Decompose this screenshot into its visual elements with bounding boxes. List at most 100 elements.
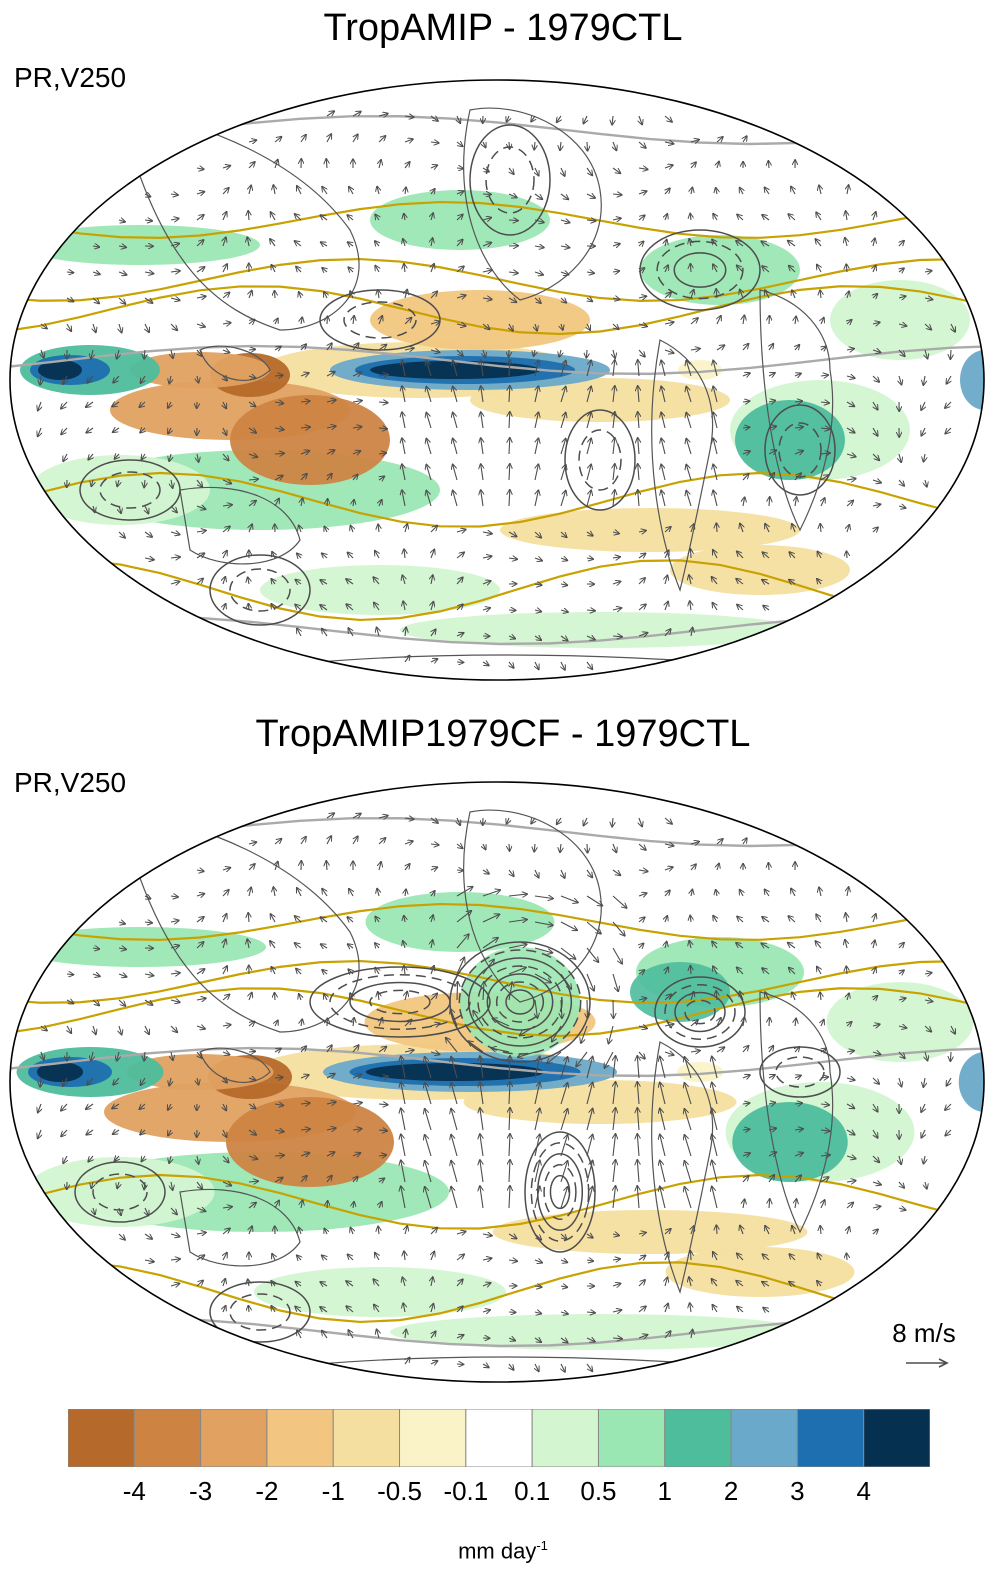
wind-vector [118, 999, 125, 1006]
wind-vector [431, 213, 433, 221]
wind-vector [762, 917, 770, 923]
wind-vector [691, 188, 692, 195]
wind-vector [274, 476, 283, 480]
wind-vector [769, 1018, 770, 1027]
wind-vector [742, 1153, 750, 1156]
wind-vector [295, 214, 302, 221]
wind-vector [322, 268, 327, 272]
wind-vector [820, 992, 821, 1001]
wind-vector [873, 914, 876, 923]
wind-vector [297, 888, 301, 897]
wind-vector [482, 1258, 492, 1260]
wind-vector [765, 524, 769, 533]
wind-vector [638, 464, 639, 481]
colorbar-tick-label: 0.1 [514, 1476, 551, 1506]
wind-vector [788, 241, 796, 247]
wind-vector [405, 864, 410, 871]
wind-vector [534, 973, 551, 983]
wind-vector [737, 266, 744, 273]
wind-vector [67, 323, 71, 331]
reference-vector: 8 m/s [884, 1318, 964, 1368]
wind-vector [348, 969, 353, 974]
wind-vector [847, 887, 849, 897]
wind-vector [66, 272, 73, 273]
wind-vector [295, 605, 302, 611]
wind-vector [295, 943, 302, 948]
wind-vector [223, 264, 227, 273]
wind-vector [197, 1077, 199, 1085]
wind-vector [690, 318, 698, 325]
wind-vector [353, 134, 358, 143]
wind-vector [817, 1281, 821, 1286]
wind-vector [403, 239, 405, 247]
wind-vector [169, 1155, 171, 1163]
wind-vector [509, 1160, 510, 1183]
wind-vector [743, 497, 745, 507]
streamfunction-contour [229, 1293, 291, 1331]
wind-vector [223, 1129, 227, 1137]
wind-vector [685, 1109, 692, 1131]
wind-vector [898, 1051, 905, 1058]
wind-vector [795, 1019, 796, 1027]
wind-vector [274, 1178, 283, 1182]
precip-anomaly-region [492, 1210, 808, 1254]
wind-vector [737, 917, 744, 923]
wind-vector [145, 896, 150, 899]
wind-vector [296, 969, 301, 974]
wind-vector [431, 602, 433, 611]
wind-vector [274, 428, 284, 430]
wind-vector [560, 413, 566, 429]
streamfunction-contour [764, 404, 836, 496]
wind-vector [742, 1075, 750, 1078]
streamfunction-contour [343, 301, 417, 339]
wind-vector [743, 838, 747, 845]
wind-vector [660, 1109, 666, 1131]
wind-vector [431, 1304, 433, 1313]
wind-vector [112, 1104, 120, 1109]
wind-vector [169, 1077, 171, 1085]
wind-vector [820, 1104, 829, 1105]
wind-vector [324, 994, 327, 1001]
wind-vector [145, 323, 149, 332]
wind-vector [271, 1281, 275, 1286]
wind-vector [664, 844, 674, 846]
wind-vector [248, 1156, 257, 1159]
wind-vector [924, 1155, 926, 1164]
wind-vector [296, 580, 302, 584]
wind-vector [846, 349, 854, 350]
wind-vector [63, 453, 67, 461]
wind-vector [170, 298, 180, 300]
colorbar-box [796, 1409, 865, 1467]
wind-vector [612, 608, 621, 610]
colorbar-tick-labels: -4 -3 -2 -1 -0.5 -0.1 0.1 0.5 1 2 3 4 [0, 1476, 1006, 1510]
wind-vector [872, 322, 880, 324]
wind-vector [274, 402, 283, 403]
wind-vector [425, 1161, 432, 1183]
wind-vector [196, 1208, 205, 1211]
wind-vector [170, 896, 178, 897]
wind-vector [348, 944, 353, 948]
wind-vector [249, 186, 251, 195]
wind-vector [690, 916, 691, 923]
streamfunction-contour [79, 459, 181, 521]
wind-vector [430, 659, 437, 662]
wind-vector [664, 322, 674, 324]
wind-vector [561, 999, 562, 1018]
wind-vector [924, 1025, 931, 1032]
wind-vector [742, 474, 749, 481]
wind-vector [480, 1082, 483, 1105]
wind-vector [405, 1226, 407, 1235]
wind-vector [222, 323, 231, 324]
wind-vector [560, 1083, 568, 1105]
wind-vector [348, 553, 354, 559]
wind-vector [665, 890, 670, 897]
wind-vector [873, 427, 878, 436]
wind-vector [561, 869, 565, 878]
wind-vector [509, 869, 514, 876]
wind-vector [762, 266, 770, 273]
wind-vector [923, 375, 925, 385]
wind-vector [248, 1051, 255, 1052]
wind-vector [737, 215, 744, 221]
wind-vector [249, 888, 251, 897]
wind-vector [196, 296, 206, 298]
